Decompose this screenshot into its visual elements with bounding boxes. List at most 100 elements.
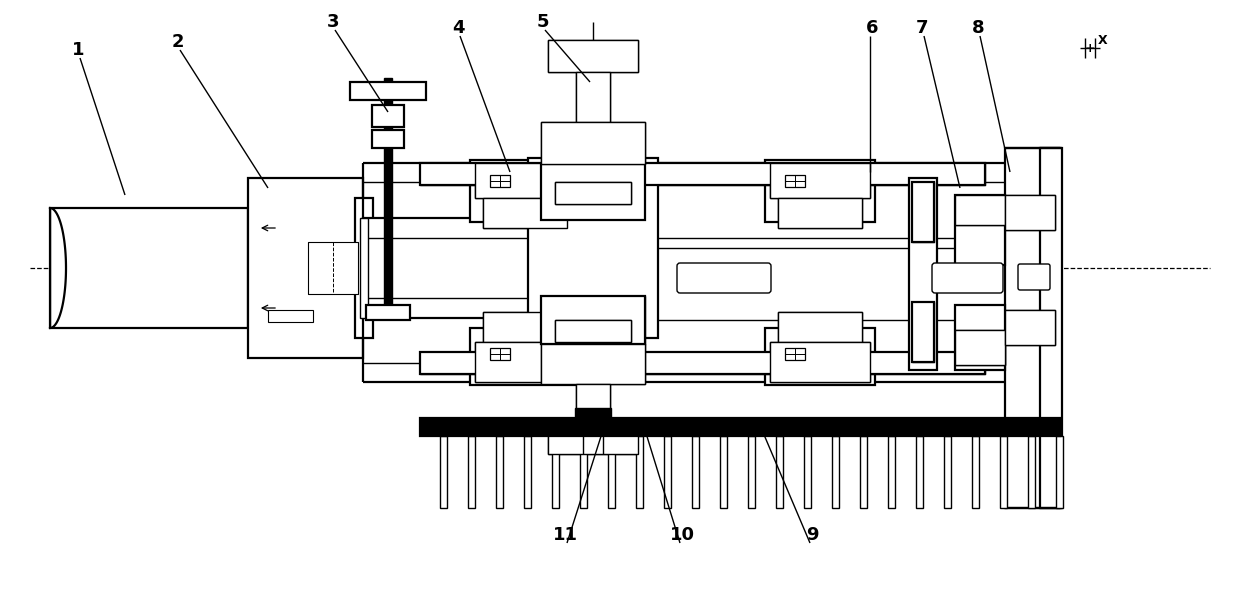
Bar bbox=[944, 436, 951, 508]
Bar bbox=[770, 163, 870, 198]
Bar bbox=[541, 296, 645, 344]
Bar bbox=[467, 436, 475, 508]
Bar bbox=[770, 163, 870, 198]
Bar bbox=[490, 175, 510, 187]
Bar bbox=[888, 436, 895, 508]
Bar bbox=[308, 242, 358, 294]
Bar bbox=[770, 342, 870, 382]
Bar bbox=[577, 72, 610, 122]
Bar bbox=[541, 296, 645, 344]
Bar bbox=[484, 198, 567, 228]
Text: X: X bbox=[1099, 34, 1107, 47]
Bar bbox=[861, 436, 867, 508]
Bar bbox=[475, 163, 575, 198]
Bar bbox=[911, 302, 934, 362]
Bar bbox=[372, 105, 404, 127]
Bar bbox=[955, 195, 1004, 265]
Bar bbox=[541, 344, 645, 384]
Text: 8: 8 bbox=[972, 19, 985, 37]
Bar bbox=[541, 122, 645, 164]
Bar bbox=[372, 130, 404, 148]
Bar bbox=[552, 436, 559, 508]
Bar bbox=[420, 352, 985, 374]
Bar bbox=[268, 310, 312, 322]
Bar bbox=[1004, 310, 1055, 345]
Text: 9: 9 bbox=[806, 526, 818, 544]
Bar bbox=[496, 436, 503, 508]
Bar bbox=[484, 312, 567, 342]
Bar bbox=[548, 40, 639, 72]
Bar bbox=[556, 320, 631, 342]
Bar bbox=[470, 160, 580, 222]
Bar bbox=[608, 436, 615, 508]
Bar bbox=[355, 198, 373, 338]
Bar bbox=[972, 436, 980, 508]
Text: 3: 3 bbox=[327, 13, 340, 31]
Bar bbox=[556, 182, 631, 204]
Bar bbox=[248, 178, 363, 358]
Text: 2: 2 bbox=[172, 33, 185, 51]
Bar bbox=[475, 163, 575, 198]
Text: 1: 1 bbox=[72, 41, 84, 59]
Bar bbox=[955, 305, 1004, 370]
Bar bbox=[999, 436, 1007, 508]
Bar bbox=[475, 342, 575, 382]
Bar bbox=[1004, 195, 1055, 230]
Bar bbox=[350, 82, 427, 100]
Bar bbox=[909, 178, 937, 370]
Bar bbox=[556, 320, 631, 342]
Bar bbox=[692, 436, 699, 508]
Bar bbox=[777, 312, 862, 342]
Bar bbox=[955, 195, 1004, 225]
Bar bbox=[384, 78, 392, 310]
Bar bbox=[748, 436, 755, 508]
Text: 11: 11 bbox=[553, 526, 578, 544]
Bar bbox=[577, 384, 610, 422]
Bar bbox=[541, 164, 645, 220]
FancyBboxPatch shape bbox=[1018, 264, 1050, 290]
Text: 10: 10 bbox=[670, 526, 694, 544]
Bar bbox=[548, 40, 639, 72]
Text: +: + bbox=[1085, 42, 1095, 55]
Bar bbox=[1056, 436, 1063, 508]
Bar bbox=[663, 436, 671, 508]
Bar bbox=[770, 342, 870, 382]
Bar bbox=[50, 208, 248, 328]
FancyBboxPatch shape bbox=[932, 263, 1003, 293]
Bar bbox=[955, 330, 1004, 365]
Bar bbox=[1028, 436, 1035, 508]
Bar bbox=[360, 218, 368, 318]
Bar bbox=[911, 182, 934, 242]
Bar bbox=[636, 436, 644, 508]
Bar bbox=[525, 436, 531, 508]
Bar bbox=[420, 418, 1060, 436]
Bar bbox=[484, 312, 567, 342]
FancyBboxPatch shape bbox=[677, 263, 771, 293]
Bar bbox=[832, 436, 839, 508]
Bar bbox=[777, 198, 862, 228]
Bar bbox=[541, 344, 645, 384]
Bar bbox=[785, 348, 805, 360]
Bar bbox=[366, 305, 410, 320]
Bar bbox=[484, 198, 567, 228]
Bar bbox=[556, 182, 631, 204]
Bar bbox=[541, 164, 645, 220]
Bar bbox=[1004, 195, 1055, 230]
Bar bbox=[541, 122, 645, 164]
Bar bbox=[440, 436, 446, 508]
Bar bbox=[765, 328, 875, 385]
Bar bbox=[490, 348, 510, 360]
Bar bbox=[777, 198, 862, 228]
Bar bbox=[785, 175, 805, 187]
Bar bbox=[420, 163, 985, 185]
Bar bbox=[776, 436, 782, 508]
Bar bbox=[548, 422, 639, 454]
Bar bbox=[1004, 148, 1060, 508]
Text: 7: 7 bbox=[916, 19, 929, 37]
Bar bbox=[804, 436, 811, 508]
Bar bbox=[911, 182, 934, 242]
Bar bbox=[363, 218, 593, 318]
Bar bbox=[1040, 148, 1061, 508]
Bar bbox=[580, 436, 587, 508]
Bar bbox=[577, 72, 610, 122]
